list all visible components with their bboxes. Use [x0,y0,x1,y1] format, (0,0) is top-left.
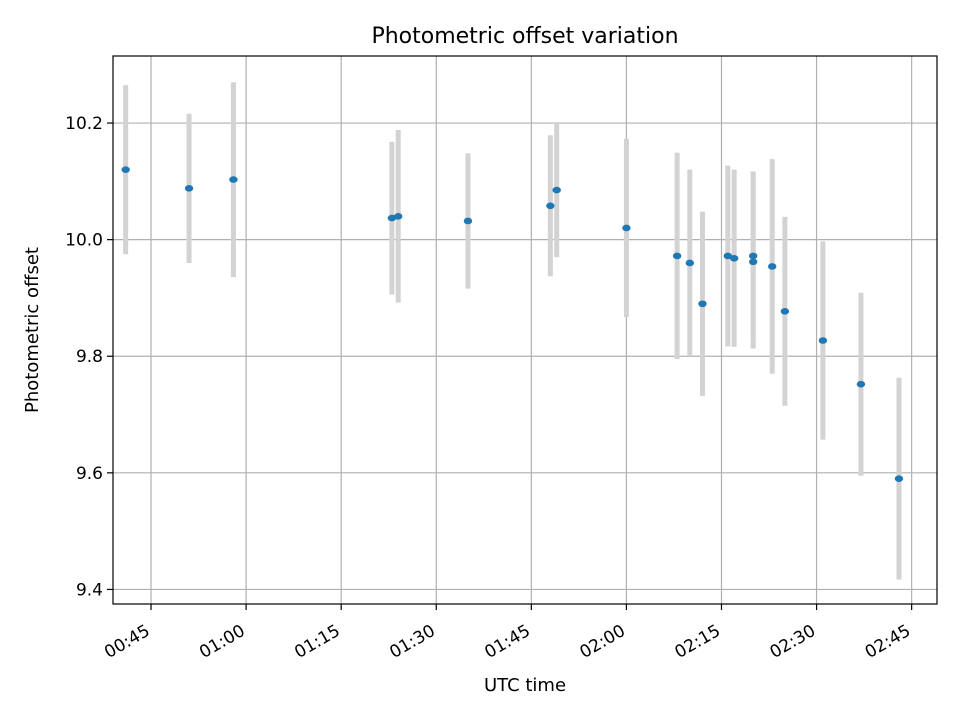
data-point [685,259,694,267]
data-point [546,202,555,210]
data-point [729,254,739,262]
data-point [780,308,790,315]
x-axis-label: UTC time [484,675,566,696]
data-point [856,380,866,388]
data-point [463,217,473,225]
data-point [552,186,561,194]
y-tick-label: 10.0 [65,231,103,251]
data-point [184,185,194,192]
data-point [229,176,238,183]
chart-title: Photometric offset variation [371,24,678,49]
data-point [387,214,397,222]
data-point [748,252,758,260]
data-point [394,213,403,220]
data-point [748,258,758,266]
y-tick-label: 9.8 [76,347,103,367]
y-tick-label: 9.6 [76,464,103,484]
data-point [121,166,130,173]
data-point [698,300,707,308]
data-point [818,337,828,344]
data-point [672,252,682,260]
y-axis-label: Photometric offset [22,247,43,413]
y-ticks: 9.4 9.6 9.8 10.0 10.2 [65,114,113,600]
data-point [894,475,904,482]
data-point [622,224,631,232]
y-tick-label: 10.2 [65,114,103,134]
y-tick-label: 9.4 [76,580,103,600]
data-point [768,263,777,270]
data-point [723,252,733,260]
plot-frame [112,55,938,605]
grid [113,56,937,604]
data-points [121,166,904,482]
